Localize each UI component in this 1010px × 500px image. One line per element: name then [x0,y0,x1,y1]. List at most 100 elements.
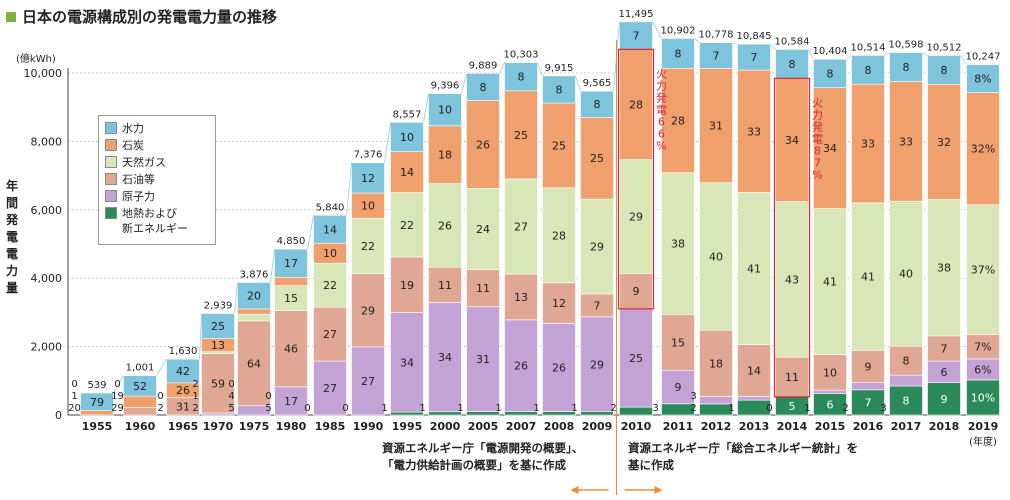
segment-label-hydro: 8 [594,98,601,111]
legend-item-nuclear: 原子力 [105,189,209,204]
title-square-icon [6,11,16,22]
segment-label-oil: 15 [671,336,685,349]
segment-label-oil: 9 [865,360,872,373]
small-value-label: 1 [533,403,539,414]
bar-segment-coal [351,192,385,219]
segment-label-lng: 27 [514,220,528,233]
segment-label-geo: 10% [971,391,995,404]
bar-segment-hydro [775,49,809,79]
thermal-share-label: 8 [814,144,821,157]
segment-label-lng: 29 [590,241,604,254]
small-value-label: 2 [842,403,848,414]
bar-segment-hydro [851,55,885,85]
total-label: 1,630 [169,346,198,357]
segment-label-hydro: 8 [518,71,525,84]
x-tick-label: 2018 [929,420,960,433]
bar-segment-lng [274,285,308,311]
bar-segment-oil [966,334,1000,360]
segment-label-oil: 64 [247,357,261,370]
source-note-2: 資源エネルギー庁「総合エネルギー統計」を 基に作成 [628,440,858,474]
bar-segment-hydro [661,38,695,69]
segment-label-nuclear: 34 [438,351,452,364]
connector-line [770,43,776,50]
bar-segment-lng [237,313,271,322]
total-label: 9,396 [431,81,460,92]
legend-label-oil: 石油等 [122,173,155,186]
bar-segment-coal [466,100,500,189]
bar-segment-coal [428,125,462,184]
bar-segment-lng [580,198,614,295]
bar-segment-oil [201,353,235,414]
bar-segment-nuclear [889,374,923,387]
bar-segment-nuclear [504,319,538,412]
segment-label-coal: 18 [438,149,452,162]
x-tick-label: 1995 [392,420,423,433]
bar-segment-oil [699,329,733,397]
bar-segment-oil [428,266,462,303]
segment-label-hydro: 8 [903,61,910,74]
small-value-label: 2 [192,379,198,390]
segment-label-hydro: 17 [284,257,298,270]
segment-label-coal: 10 [361,200,375,213]
bar-segment-oil [889,345,923,376]
bar-segment-hydro [80,392,114,411]
connector-line [732,42,738,45]
small-value-label: 1 [495,403,501,414]
connector-line [808,49,814,60]
bar-segment-geo [966,379,1000,416]
legend-label-hydro: 水力 [122,122,144,135]
x-tick-label: 2012 [701,420,732,433]
segment-label-oil: 59 [211,377,225,390]
segment-label-coal: 32% [971,143,995,156]
total-label: 9,915 [545,63,574,74]
segment-label-lng: 41 [747,262,761,275]
source-note-2-line1: 資源エネルギー庁「総合エネルギー統計」を [628,441,858,455]
total-label: 9,889 [469,60,498,71]
segment-label-hydro: 7 [713,50,720,63]
y-tick-label: 2,000 [31,341,63,354]
connector-line [346,162,352,216]
bar-segment-nuclear [542,323,576,412]
bar-segment-coal [851,83,885,204]
bar-segment-coal [927,83,961,200]
segment-label-hydro: 25 [211,320,225,333]
bar-segment-coal [237,308,271,315]
total-label: 11,495 [619,9,654,20]
bar-segment-hydro [123,375,157,397]
small-value-label: 20 [68,403,81,414]
legend-item-geo: 地熱および 新エネルギー [105,206,209,236]
segment-label-oil: 11 [785,371,799,384]
legend: 水力 石炭 天然ガス 石油等 原子力 地熱および 新エネルギー [98,115,216,245]
thermal-share-label: 火 [812,96,823,109]
segment-label-lng: 38 [671,237,685,250]
connector-line [846,55,852,60]
segment-label-lng: 22 [361,240,375,253]
connector-line [384,122,391,163]
segment-label-lng: 40 [899,268,913,281]
segment-label-oil: 7 [594,299,601,312]
total-label: 5,840 [316,202,345,213]
legend-label-geo-line1: 地熱および [122,207,177,220]
segment-label-coal: 33 [899,135,913,148]
x-tick-label: 1965 [168,420,199,433]
legend-item-hydro: 水力 [105,121,209,136]
bar-segment-oil [351,273,385,348]
legend-item-coal: 石炭 [105,138,209,153]
x-tick-label: 2007 [506,420,537,433]
connector-line [652,21,662,39]
total-label: 9,565 [583,78,612,89]
bar-segment-nuclear [313,360,347,416]
small-value-label: 5 [265,403,271,414]
legend-item-lng: 天然ガス [105,155,209,170]
segment-label-lng: 43 [785,273,799,286]
total-label: 10,778 [699,30,734,41]
segment-label-nuclear: 26 [552,362,566,375]
source-note-1: 資源エネルギー庁「電源開発の概要」、 「電力供給計画の概要」を基に作成 [382,440,583,474]
total-label: 10,514 [851,42,886,53]
segment-label-lng: 15 [284,292,298,305]
segment-label-geo: 7 [865,396,872,409]
legend-label-nuclear: 原子力 [122,190,155,203]
y-axis-unit: (億kWh) [16,54,56,65]
bar-segment-geo [889,385,923,416]
total-label: 10,404 [813,46,848,57]
